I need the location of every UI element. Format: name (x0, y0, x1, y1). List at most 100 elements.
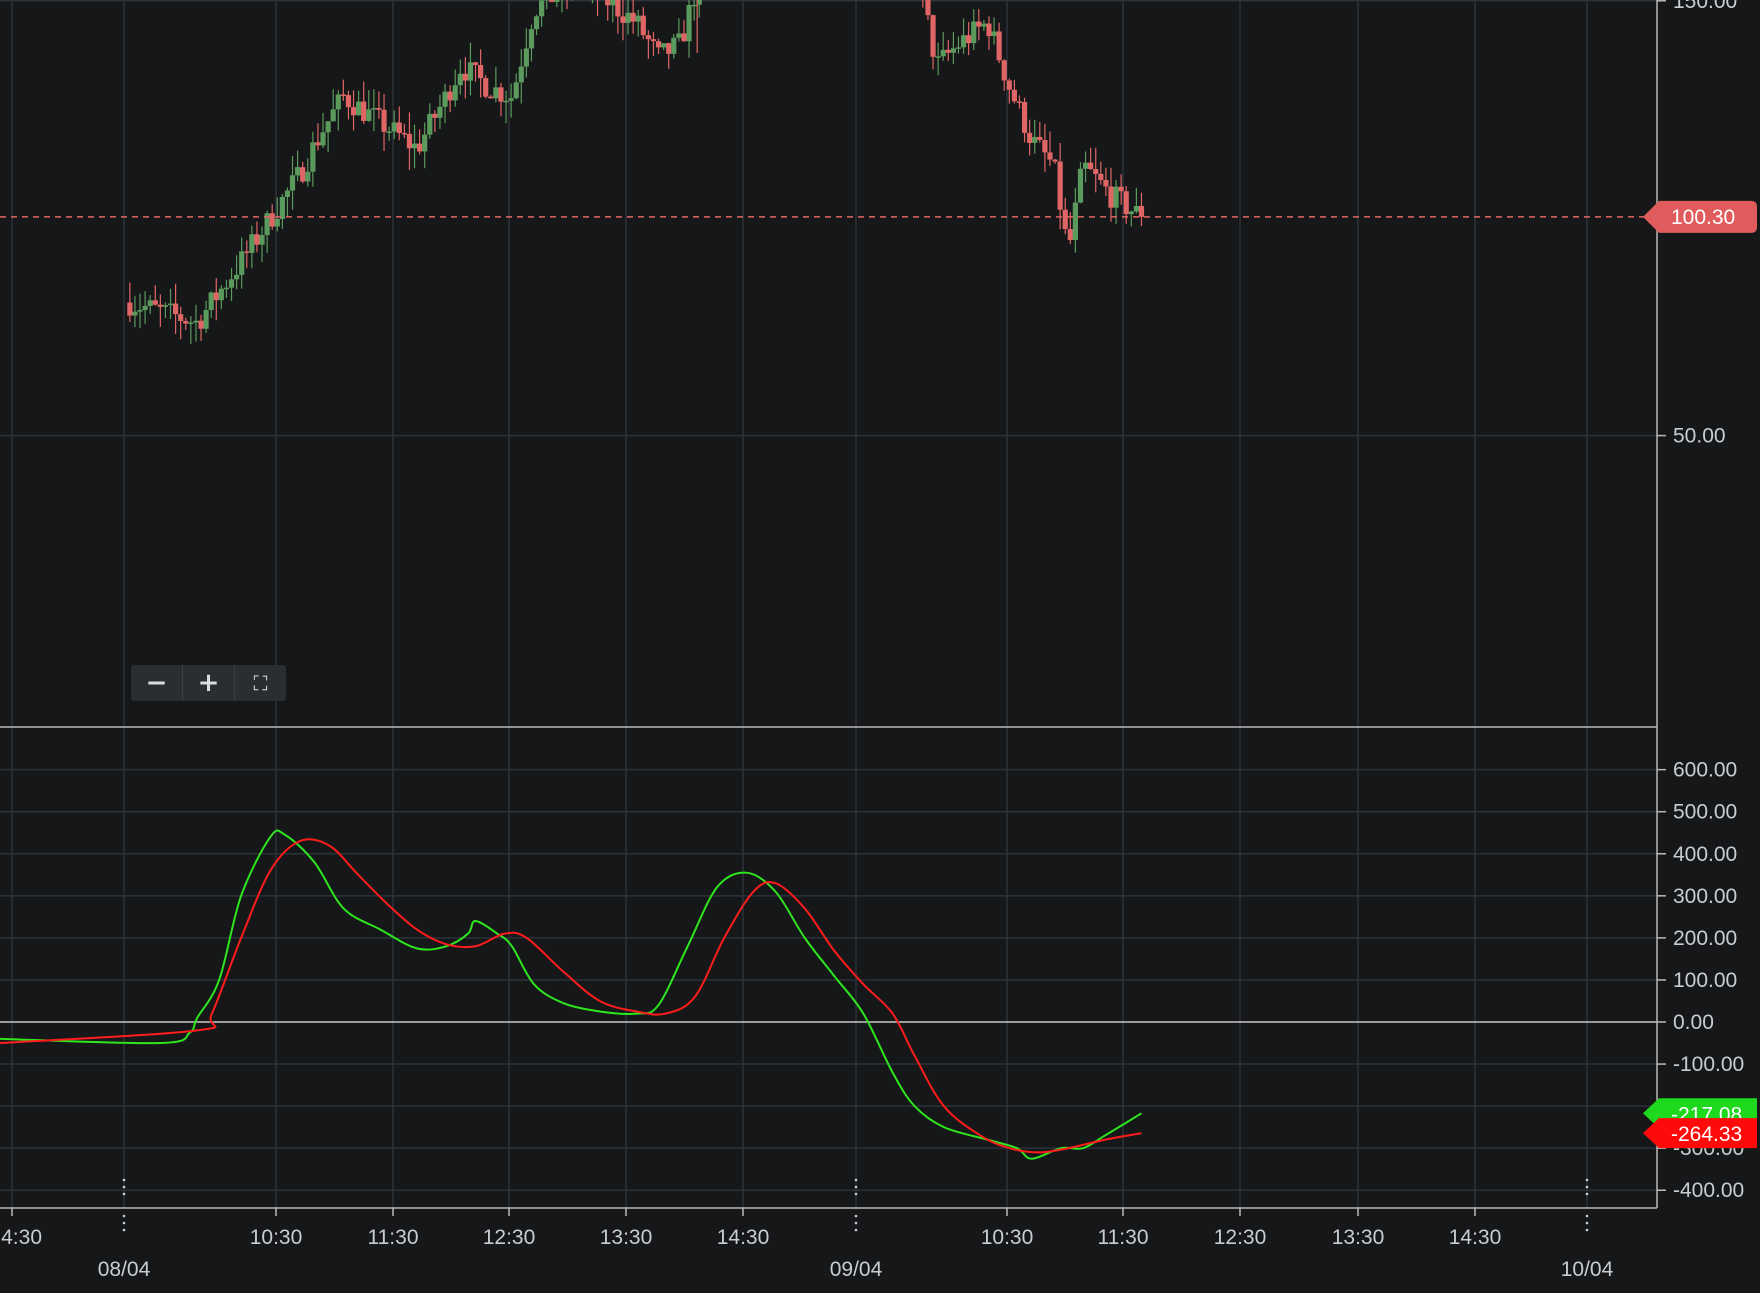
candle-down (1037, 136, 1043, 141)
zoom-in-button[interactable]: + (182, 665, 234, 701)
candle-down (345, 95, 352, 108)
candle-up (935, 56, 941, 58)
candle-down (478, 65, 484, 79)
candle-up (137, 310, 143, 312)
candle-down (178, 314, 184, 321)
candle-up (503, 100, 509, 103)
candle-up (330, 109, 336, 122)
candle-up (310, 142, 316, 172)
candle-up (493, 87, 499, 99)
candle-up (686, 5, 692, 42)
candle-up (264, 213, 270, 236)
candle-down (655, 41, 662, 48)
candle-down (483, 78, 489, 97)
candle-down (1098, 173, 1104, 180)
oscillator-slow-line (0, 838, 1142, 1154)
candle-down (630, 12, 636, 22)
candle-up (635, 15, 641, 22)
x-date-label: 08/04 (98, 1258, 151, 1281)
candle-down (1062, 209, 1068, 230)
date-separator-dot (1585, 1178, 1589, 1182)
candle-down (396, 122, 402, 133)
candle-up (284, 190, 291, 197)
candle-up (528, 29, 535, 49)
x-tick-label: 13:30 (1332, 1226, 1385, 1249)
x-tick-label: 11:30 (368, 1226, 419, 1249)
y-tick-label: 500.00 (1673, 801, 1737, 824)
candle-down (361, 101, 367, 121)
candle-up (208, 292, 214, 310)
candle-up (610, 0, 616, 6)
candle-down (1118, 186, 1124, 192)
candle-down (1006, 80, 1012, 90)
candle-down (615, 0, 621, 17)
candle-up (274, 218, 280, 227)
candle-down (401, 132, 407, 135)
candle-up (371, 108, 377, 110)
candle-up (625, 12, 631, 23)
candle-up (132, 311, 138, 316)
candle-up (518, 66, 524, 83)
y-tick-label: 400.00 (1673, 843, 1737, 866)
zoom-out-button[interactable]: − (145, 668, 168, 698)
candle-down (1103, 179, 1109, 187)
candle-up (386, 131, 392, 134)
candle-up (228, 279, 235, 288)
candle-up (147, 300, 153, 306)
candle-up (533, 16, 540, 30)
price-candles (0, 0, 1657, 344)
candle-down (925, 0, 931, 16)
candle-up (671, 37, 677, 54)
candle-up (356, 101, 362, 116)
candle-down (681, 33, 687, 42)
candle-down (269, 213, 275, 227)
candle-up (1077, 168, 1084, 203)
date-separator-dot (854, 1228, 858, 1232)
candle-down (300, 167, 306, 182)
candle-down (432, 113, 438, 118)
candle-up (1032, 136, 1038, 143)
candle-up (422, 134, 428, 152)
x-tick-label: 11:30 (1098, 1226, 1149, 1249)
date-separator-dot (1585, 1221, 1589, 1225)
candle-down (650, 39, 657, 42)
y-tick-label: -400.00 (1673, 1179, 1744, 1202)
y-tick-label: 0.00 (1673, 1011, 1714, 1034)
candle-up (203, 309, 209, 329)
candle-up (960, 35, 967, 48)
candle-up (411, 143, 418, 149)
candle-down (1027, 132, 1033, 143)
candle-up (437, 106, 443, 118)
candle-up (1072, 202, 1078, 241)
candle-up (1133, 206, 1139, 212)
date-separator-dot (1585, 1185, 1589, 1189)
candle-down (406, 133, 413, 149)
candle-up (167, 303, 174, 306)
date-separator-dot (1585, 1214, 1589, 1218)
candle-down (152, 300, 158, 305)
x-tick-label: 12:30 (1214, 1226, 1267, 1249)
candle-up (142, 305, 148, 311)
candle-up (305, 171, 311, 182)
date-separator-dot (122, 1185, 126, 1189)
candle-up (1082, 162, 1089, 169)
candle-up (289, 175, 296, 191)
y-tick-label: 50.00 (1673, 425, 1726, 448)
candle-down (1042, 140, 1048, 153)
candle-down (605, 0, 611, 6)
x-tick-label: 10:30 (250, 1226, 303, 1249)
candle-up (452, 85, 458, 101)
candle-up (234, 274, 240, 280)
candle-up (661, 43, 667, 48)
candle-up (1113, 186, 1119, 208)
date-separator-dot (854, 1192, 858, 1196)
candle-down (645, 35, 651, 40)
candle-down (417, 143, 423, 152)
fit-screen-button[interactable]: ⛶ (234, 665, 286, 701)
candle-down (945, 49, 951, 53)
candle-down (1108, 186, 1114, 208)
candle-up (442, 91, 448, 107)
candle-down (498, 87, 504, 102)
candle-down (1001, 60, 1007, 81)
